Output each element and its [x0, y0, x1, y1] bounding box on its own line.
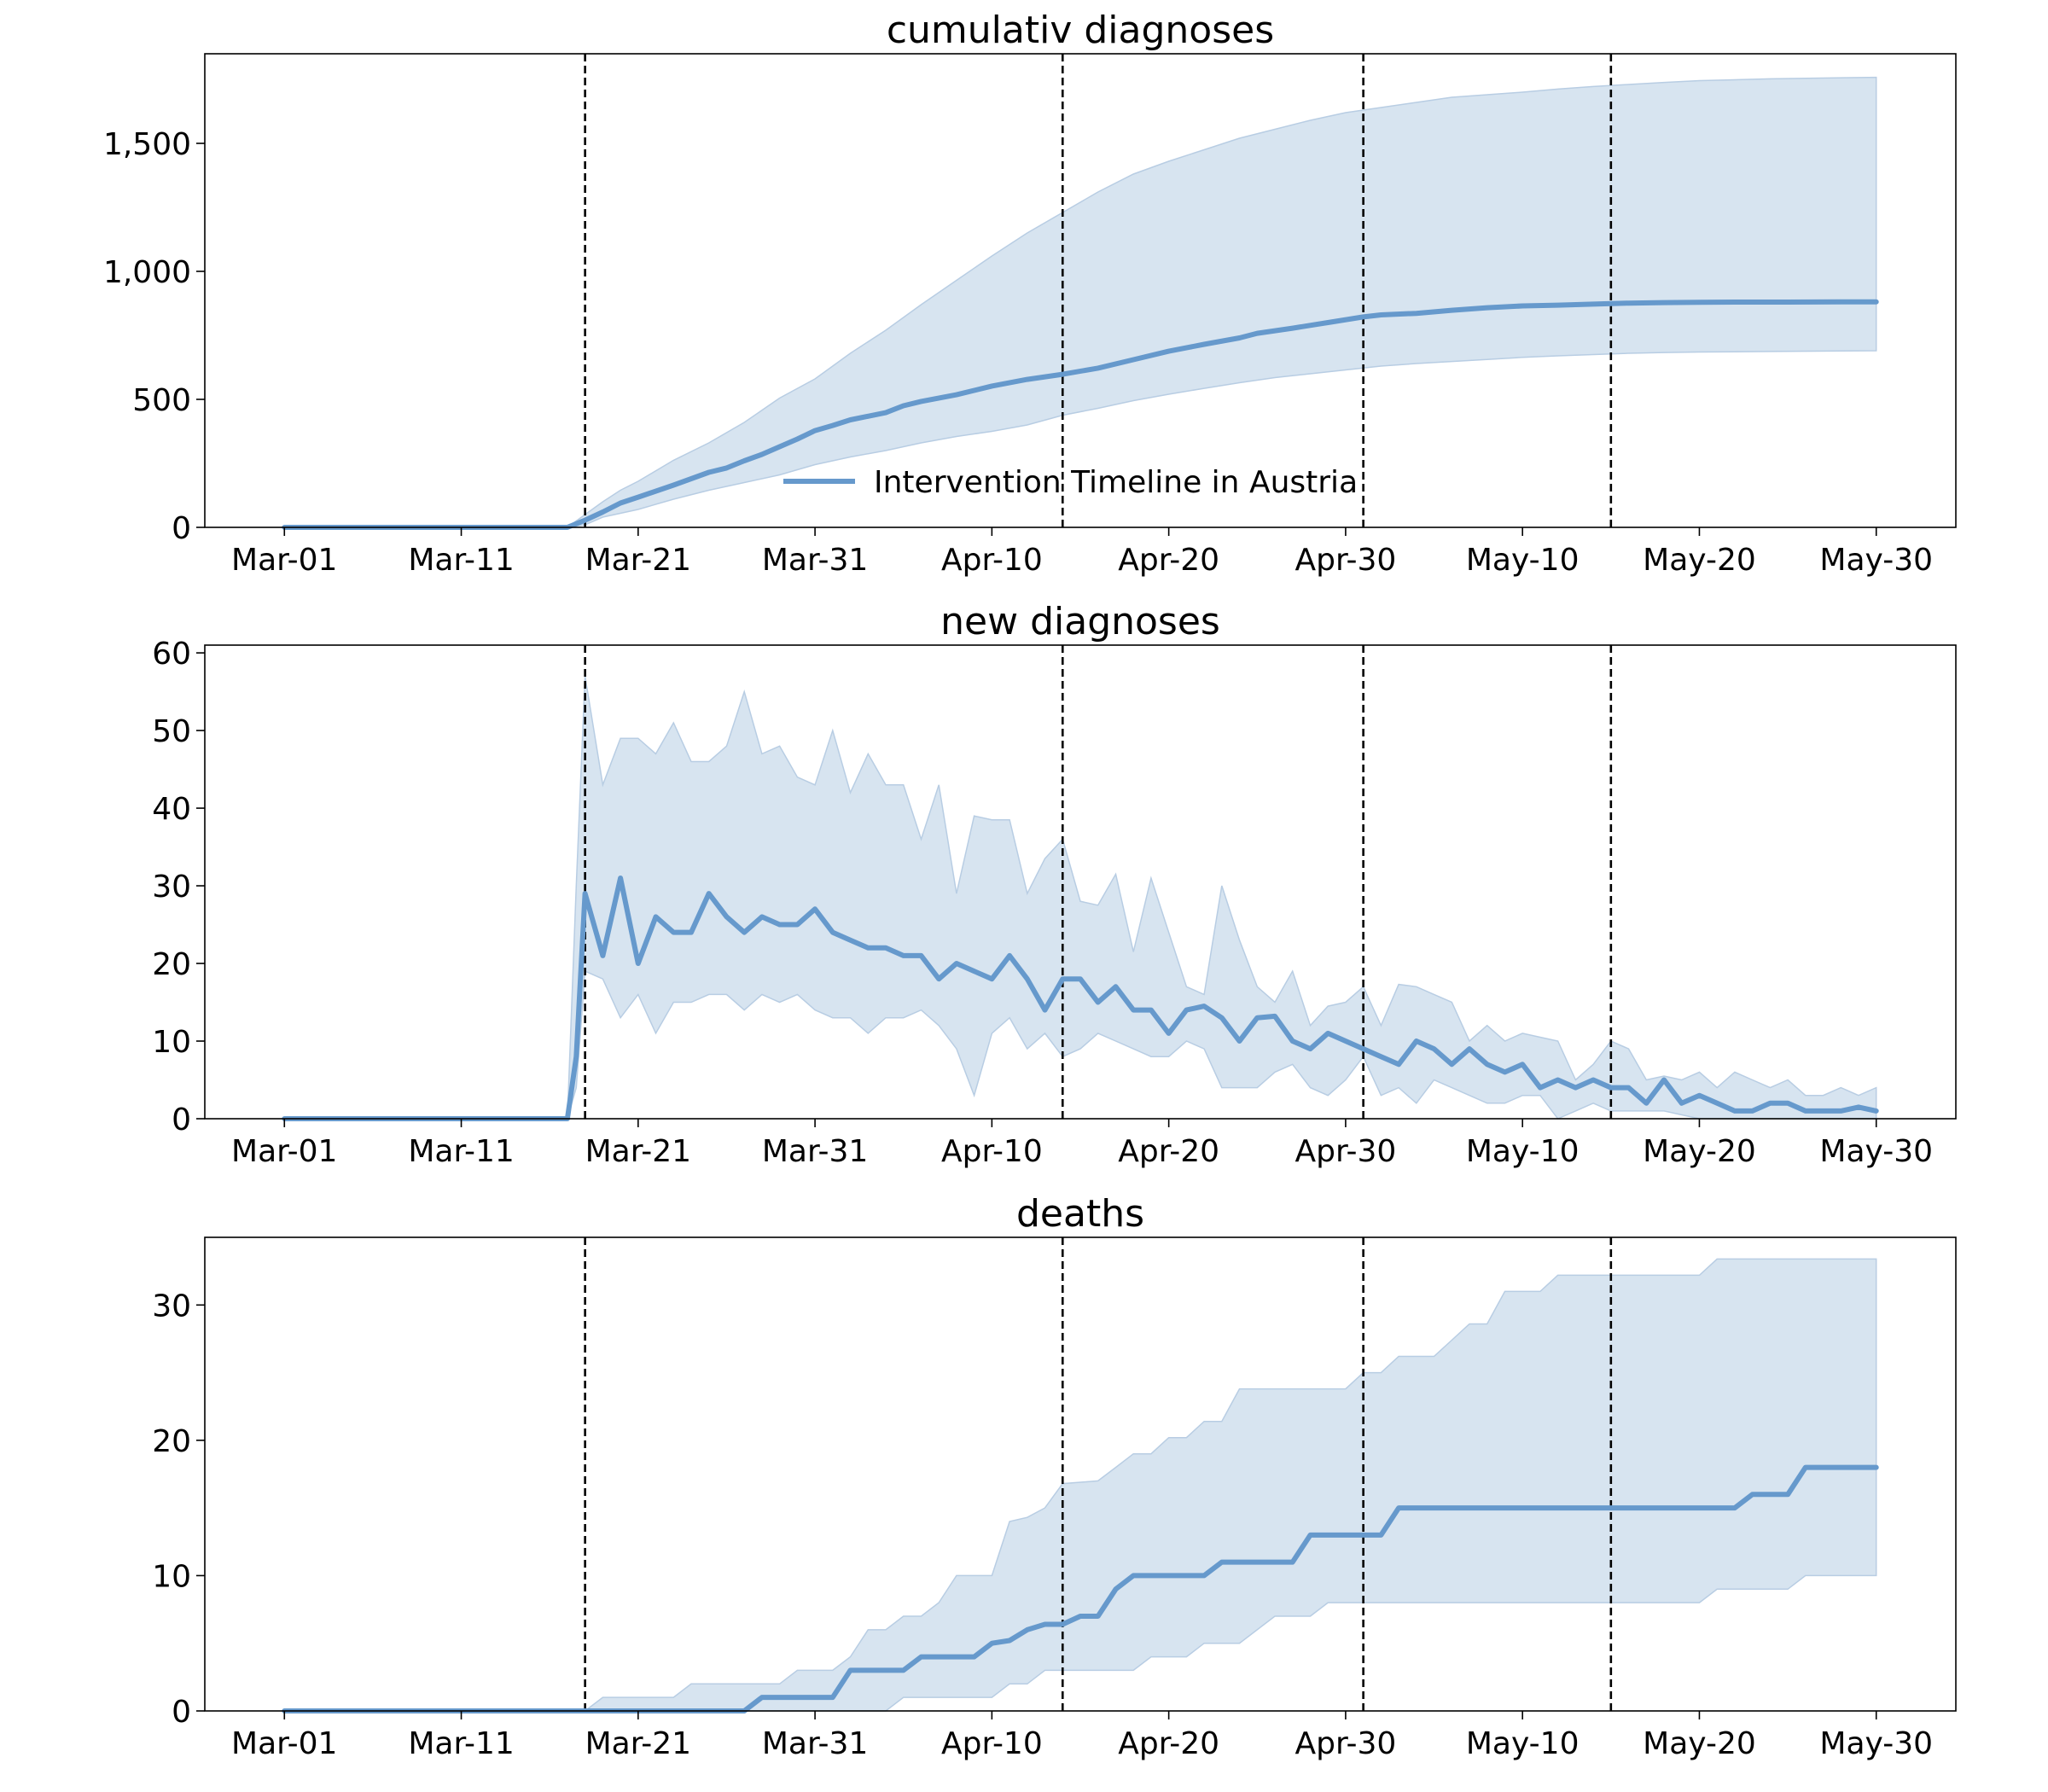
- chart-title: deaths: [1016, 1192, 1144, 1236]
- legend-label: Intervention Timeline in Austria: [874, 465, 1358, 500]
- series-line: [282, 876, 1879, 1121]
- plot-frame: [204, 53, 1957, 528]
- chart-panel-2: new diagnoses 0 10 20 30 40 50 60 Mar-01 Mar-11 Ma…: [152, 600, 1957, 1169]
- series-line: [282, 1464, 1879, 1713]
- y-tick-label: 30: [152, 870, 191, 905]
- plot-frame: [204, 1236, 1957, 1712]
- x-tick-label: May-30: [1819, 1726, 1933, 1761]
- y-tick-label: 50: [152, 714, 191, 749]
- x-tick-label: May-20: [1643, 1726, 1756, 1761]
- uncertainty-band: [284, 676, 1877, 1120]
- chart-title: cumulativ diagnoses: [887, 9, 1274, 52]
- x-tick-label: Apr-20: [1118, 1134, 1219, 1169]
- chart-panel-3: deaths 0 10 20 30 Mar-01 Mar-11 Mar-21 Mar-31 Apr…: [152, 1192, 1957, 1761]
- x-tick-label: Mar-01: [231, 543, 337, 578]
- x-tick-label: Apr-20: [1118, 543, 1219, 578]
- uncertainty-band: [284, 1258, 1877, 1712]
- y-tick-label: 20: [152, 947, 191, 982]
- uncertainty-band: [284, 76, 1877, 528]
- x-tick-label: Apr-10: [941, 1134, 1043, 1169]
- x-tick-label: Mar-31: [762, 543, 868, 578]
- y-tick-label: 30: [152, 1289, 191, 1324]
- series-line: [282, 299, 1879, 530]
- y-tick-label: 10: [152, 1559, 191, 1594]
- y-tick-label: 60: [152, 637, 191, 672]
- x-tick-label: Mar-01: [231, 1134, 337, 1169]
- x-tick-label: Apr-10: [941, 543, 1043, 578]
- y-tick-label: 1,000: [103, 255, 191, 290]
- x-tick-label: May-30: [1819, 543, 1933, 578]
- x-tick-label: Apr-30: [1295, 543, 1397, 578]
- y-tick-label: 500: [132, 383, 191, 418]
- x-tick-label: Apr-10: [941, 1726, 1043, 1761]
- y-tick-label: 20: [152, 1424, 191, 1459]
- y-tick-label: 0: [172, 1103, 191, 1137]
- x-tick-label: Apr-30: [1295, 1134, 1397, 1169]
- x-tick-label: Mar-01: [231, 1726, 337, 1761]
- x-tick-label: May-20: [1643, 1134, 1756, 1169]
- legend: Intervention Timeline in Austria: [783, 465, 1358, 500]
- x-tick-label: May-10: [1466, 1726, 1580, 1761]
- plot-frame: [204, 644, 1957, 1120]
- chart-panel-1: cumulativ diagnoses 0 500 1,000 1,500 Mar-01 M…: [103, 9, 1957, 578]
- x-tick-label: Mar-21: [585, 1134, 691, 1169]
- x-tick-label: Apr-20: [1118, 1726, 1219, 1761]
- y-tick-label: 10: [152, 1025, 191, 1060]
- x-tick-label: May-10: [1466, 1134, 1580, 1169]
- x-tick-label: Mar-31: [762, 1134, 868, 1169]
- y-tick-label: 1,500: [103, 127, 191, 162]
- y-tick-label: 0: [172, 511, 191, 546]
- x-tick-label: Mar-11: [408, 1726, 514, 1761]
- x-tick-label: Mar-11: [408, 543, 514, 578]
- x-tick-label: Mar-21: [585, 543, 691, 578]
- chart-title: new diagnoses: [940, 600, 1220, 643]
- x-tick-label: Mar-11: [408, 1134, 514, 1169]
- y-tick-label: 40: [152, 792, 191, 827]
- x-tick-label: May-30: [1819, 1134, 1933, 1169]
- x-tick-label: Apr-30: [1295, 1726, 1397, 1761]
- x-tick-label: Mar-31: [762, 1726, 868, 1761]
- x-tick-label: Mar-21: [585, 1726, 691, 1761]
- x-tick-label: May-20: [1643, 543, 1756, 578]
- y-tick-label: 0: [172, 1695, 191, 1730]
- x-tick-label: May-10: [1466, 543, 1580, 578]
